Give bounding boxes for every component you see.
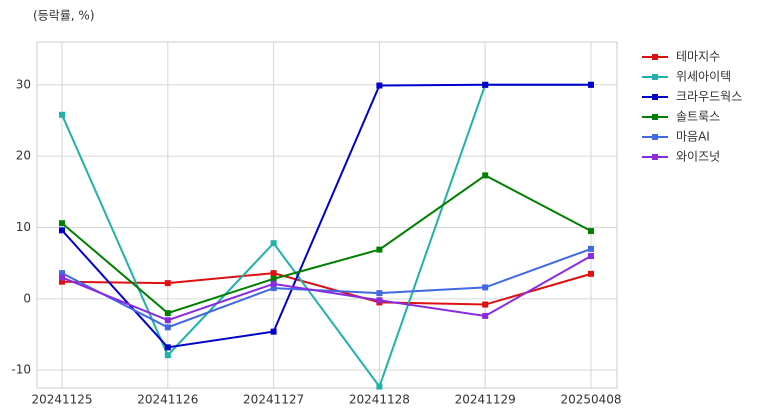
x-tick-label: 20241126 — [137, 393, 198, 407]
data-point — [164, 280, 171, 287]
data-point — [270, 275, 277, 282]
data-point — [59, 111, 65, 118]
legend-marker — [652, 94, 658, 100]
y-tick-label: 10 — [16, 220, 31, 234]
data-point — [164, 344, 171, 351]
x-tick-label: 20250408 — [560, 393, 621, 407]
data-point — [59, 274, 65, 281]
series-line — [61, 83, 591, 349]
legend-marker — [652, 134, 658, 140]
data-point — [588, 228, 594, 235]
data-point — [270, 328, 277, 335]
y-tick-label: 0 — [23, 291, 31, 305]
data-point — [270, 280, 277, 287]
series-line — [61, 174, 592, 315]
legend-label: 테마지수 — [676, 50, 720, 64]
data-point — [164, 310, 171, 317]
series-line — [61, 272, 592, 306]
legend-label: 위세아이텍 — [676, 70, 731, 84]
legend-label: 크라우드웍스 — [676, 90, 742, 104]
y-axis-label: (등락률, %) — [33, 9, 95, 23]
data-point — [59, 227, 65, 234]
legend-marker — [652, 74, 658, 80]
data-point — [588, 253, 594, 260]
data-point — [270, 285, 277, 292]
data-point — [588, 245, 594, 252]
x-tick-label: 20241127 — [243, 393, 304, 407]
data-point — [164, 352, 171, 359]
data-point — [376, 82, 383, 89]
data-point — [482, 312, 489, 319]
data-point — [59, 270, 65, 277]
data-point — [164, 324, 171, 331]
y-tick-label: -10 — [11, 363, 31, 377]
data-point — [164, 317, 171, 324]
data-point — [482, 284, 489, 291]
data-point — [376, 290, 383, 297]
series-line — [61, 247, 592, 329]
data-point — [376, 246, 383, 253]
legend-marker — [652, 154, 658, 160]
legend-label: 마음AI — [676, 130, 710, 144]
y-tick-label: 30 — [16, 77, 31, 91]
series-line — [61, 83, 591, 389]
data-point — [588, 270, 594, 277]
legend-label: 솔트룩스 — [676, 110, 720, 124]
data-point — [482, 301, 489, 308]
data-point — [59, 278, 65, 285]
data-point — [482, 172, 489, 179]
legend-label: 와이즈넛 — [676, 150, 720, 164]
x-tick-label: 20241129 — [455, 393, 516, 407]
data-point — [376, 383, 383, 390]
y-tick-label: 20 — [16, 149, 31, 163]
data-point — [59, 220, 65, 227]
legend-marker — [652, 114, 658, 120]
data-point — [588, 81, 594, 88]
legend-marker — [652, 54, 658, 60]
plot-frame — [36, 41, 618, 389]
data-point — [270, 240, 277, 247]
series-line — [61, 255, 592, 322]
data-point — [376, 297, 383, 304]
x-tick-label: 20241125 — [31, 393, 92, 407]
x-tick-label: 20241128 — [349, 393, 410, 407]
data-point — [270, 270, 277, 277]
data-point — [482, 81, 489, 88]
